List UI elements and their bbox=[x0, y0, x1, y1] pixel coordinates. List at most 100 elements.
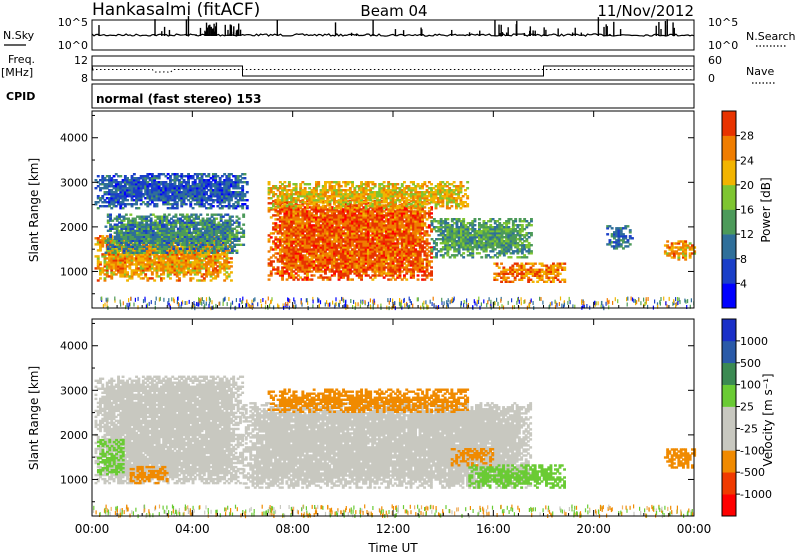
echo-cell bbox=[206, 223, 209, 226]
echo-cell bbox=[133, 239, 137, 242]
echo-cell bbox=[146, 177, 150, 180]
echo-cell bbox=[196, 267, 199, 270]
echo-cell bbox=[118, 215, 121, 218]
echo-cell bbox=[207, 249, 211, 252]
echo-cell bbox=[154, 219, 158, 222]
echo-cell bbox=[281, 272, 284, 275]
echo-cell bbox=[188, 223, 191, 226]
echo-cell bbox=[269, 264, 273, 267]
echo-cell bbox=[294, 268, 298, 271]
echo-cell bbox=[113, 231, 117, 234]
echo-cell bbox=[172, 235, 176, 238]
echo-cell bbox=[120, 233, 124, 236]
echo-cell bbox=[172, 225, 176, 228]
echo-cell bbox=[205, 273, 208, 276]
echo-cell bbox=[126, 191, 129, 194]
echo-cell bbox=[214, 253, 218, 256]
echo-cell bbox=[133, 237, 137, 240]
echo-cell bbox=[317, 250, 321, 253]
echo-cell bbox=[162, 173, 166, 176]
echo-cell bbox=[312, 234, 316, 237]
echo-cell bbox=[194, 223, 198, 226]
echo-cell bbox=[135, 199, 138, 202]
echo-cell bbox=[145, 219, 149, 222]
echo-cell bbox=[114, 173, 118, 176]
echo-cell bbox=[135, 273, 138, 276]
echo-cell bbox=[221, 221, 225, 224]
echo-cell bbox=[312, 248, 316, 251]
echo-cell bbox=[203, 233, 207, 236]
echo-cell bbox=[201, 227, 205, 230]
echo-cell bbox=[283, 234, 287, 237]
echo-cell bbox=[150, 177, 154, 180]
echo-cell bbox=[136, 221, 139, 224]
echo-cell bbox=[199, 243, 203, 246]
echo-cell bbox=[301, 232, 305, 235]
echo-cell bbox=[191, 199, 195, 202]
echo-cell bbox=[215, 229, 219, 232]
echo-cell bbox=[144, 197, 148, 200]
echo-cell bbox=[181, 241, 185, 244]
echo-cell bbox=[218, 263, 222, 266]
echo-cell bbox=[119, 253, 123, 256]
echo-cell bbox=[241, 187, 245, 190]
echo-cell bbox=[198, 181, 202, 184]
echo-cell bbox=[121, 253, 125, 256]
echo-cell bbox=[121, 189, 125, 192]
echo-cell bbox=[200, 191, 204, 194]
echo-cell bbox=[109, 229, 112, 232]
echo-cell bbox=[182, 265, 186, 268]
echo-cell bbox=[183, 221, 187, 224]
echo-cell bbox=[117, 257, 120, 260]
echo-cell bbox=[138, 249, 142, 252]
echo-cell bbox=[128, 267, 132, 270]
echo-cell bbox=[218, 197, 222, 200]
echo-cell bbox=[281, 278, 284, 281]
echo-cell bbox=[132, 273, 136, 276]
echo-cell bbox=[153, 185, 157, 188]
echo-cell bbox=[96, 207, 100, 210]
echo-cell bbox=[160, 279, 163, 282]
echo-cell bbox=[114, 199, 118, 202]
echo-cell bbox=[230, 193, 233, 196]
echo-cell bbox=[149, 233, 153, 236]
echo-cell bbox=[308, 214, 312, 217]
echo-cell bbox=[269, 262, 273, 265]
echo-cell bbox=[180, 259, 184, 262]
echo-cell bbox=[164, 203, 168, 206]
echo-cell bbox=[292, 260, 296, 263]
echo-cell bbox=[117, 255, 120, 258]
echo-cell bbox=[216, 253, 220, 256]
echo-cell bbox=[198, 271, 202, 274]
echo-cell bbox=[226, 239, 230, 242]
echo-cell bbox=[133, 241, 137, 244]
echo-cell bbox=[269, 232, 273, 235]
echo-cell bbox=[171, 179, 175, 182]
echo-cell bbox=[236, 185, 240, 188]
echo-cell bbox=[207, 199, 211, 202]
echo-cell bbox=[283, 236, 287, 239]
echo-cell bbox=[215, 233, 219, 236]
echo-cell bbox=[120, 221, 124, 224]
echo-cell bbox=[227, 197, 231, 200]
echo-cell bbox=[180, 185, 184, 188]
echo-cell bbox=[118, 233, 121, 236]
echo-cell bbox=[103, 257, 107, 260]
echo-cell bbox=[225, 249, 229, 252]
echo-cell bbox=[145, 235, 149, 238]
echo-cell bbox=[198, 253, 202, 256]
echo-cell bbox=[224, 245, 228, 248]
echo-cell bbox=[138, 225, 142, 228]
echo-cell bbox=[135, 207, 138, 210]
echo-cell bbox=[278, 216, 282, 219]
echo-cell bbox=[292, 234, 296, 237]
echo-cell bbox=[225, 185, 229, 188]
echo-cell bbox=[211, 201, 215, 204]
echo-cell bbox=[180, 173, 184, 176]
echo-cell bbox=[94, 267, 98, 270]
echo-cell bbox=[160, 267, 163, 270]
echo-cell bbox=[281, 228, 284, 231]
echo-cell bbox=[281, 222, 284, 225]
echo-cell bbox=[180, 257, 184, 260]
echo-cell bbox=[105, 197, 109, 200]
